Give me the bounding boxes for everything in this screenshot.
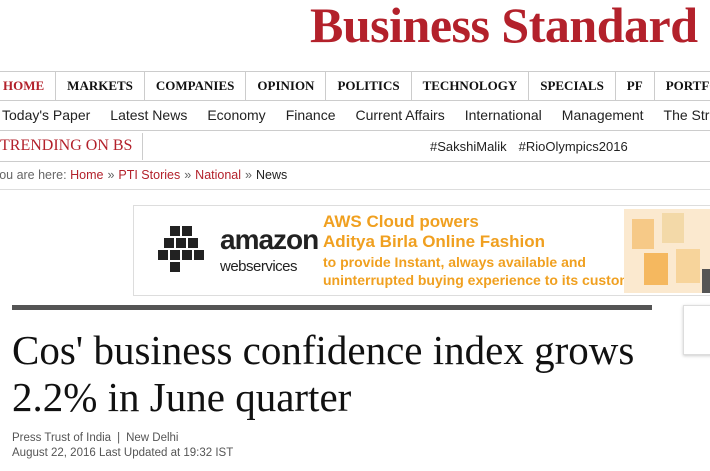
breadcrumb-item[interactable]: Home [70,168,104,182]
secondary-nav: Today's Paper Latest News Economy Finance Cu… [0,100,710,131]
nav-item[interactable]: PORTFOLIO [655,72,710,100]
nav-item[interactable]: POLITICS [326,72,412,100]
ad-body: to provide Instant, always available and… [323,253,657,289]
nav-link[interactable]: Finance [285,107,336,123]
breadcrumb-prefix: You are here: [0,168,67,182]
nav-link[interactable]: International [464,107,542,123]
breadcrumb-item[interactable]: PTI Stories [118,168,181,182]
nav-link[interactable]: Current Affairs [355,107,445,123]
breadcrumb: You are here: Home»PTI Stories»National»… [0,168,287,182]
nav-item[interactable]: SPECIALS [529,72,616,100]
nav-link[interactable]: Today's Paper [2,107,91,123]
nav-item[interactable]: MARKETS [56,72,145,100]
ad-body-line: uninterrupted buying experience to its c… [323,272,657,288]
divider [0,189,710,190]
advertisement[interactable]: amazon webservices AWS Cloud powers Adit… [133,205,710,296]
side-widget[interactable] [683,305,710,355]
byline-separator: | [117,432,121,444]
nav-item[interactable]: TECHNOLOGY [412,72,530,100]
breadcrumb-item: News [256,168,288,182]
trending-bar: TRENDING ON BS #SakshiMalik #RioOlympics2… [0,133,710,162]
ad-logo: amazon webservices [156,222,319,282]
byline-source[interactable]: Press Trust of India [12,432,112,444]
ad-image [624,209,710,293]
logo[interactable]: Business Standard [310,0,698,53]
ad-body-line: to provide Instant, always available and [323,254,586,270]
byline-date: August 22, 2016 Last Updated at 19:32 IS… [12,447,234,459]
nav-link[interactable]: Management [561,107,644,123]
trending-tag[interactable]: #SakshiMalik [430,139,507,154]
nav-item[interactable]: HOME [0,72,57,100]
breadcrumb-item[interactable]: National [195,168,242,182]
byline: Press Trust of India | New Delhi August 22… [12,431,233,461]
nav-link[interactable]: Latest News [110,107,188,123]
primary-nav: HOME MARKETS COMPANIES OPINION POLITICS TECHN… [0,71,710,101]
ad-brand: amazon [220,224,319,255]
nav-item[interactable]: OPINION [246,72,327,100]
nav-link[interactable]: The Strategist [663,107,710,123]
ad-headline-line: Aditya Birla Online Fashion [323,232,545,251]
trending-tag[interactable]: #RioOlympics2016 [518,139,628,154]
nav-link[interactable]: Economy [207,107,266,123]
article-title: Cos' business confidence index grows 2.2… [12,327,635,420]
breadcrumb-separator: » [184,168,192,182]
breadcrumb-separator: » [107,168,115,182]
trending-tags: #SakshiMalik #RioOlympics2016 [430,139,640,154]
ad-sub: webservices [220,258,298,275]
nav-item[interactable]: PF [616,72,655,100]
byline-location: New Delhi [126,432,179,444]
breadcrumb-separator: » [245,168,252,182]
aws-cubes [158,226,204,272]
article-rule [12,305,652,310]
trending-label: TRENDING ON BS [0,133,144,160]
ad-headline-line: AWS Cloud powers [323,212,479,231]
ad-headline: AWS Cloud powers Aditya Birla Online Fas… [323,212,545,252]
nav-item[interactable]: COMPANIES [145,72,247,100]
